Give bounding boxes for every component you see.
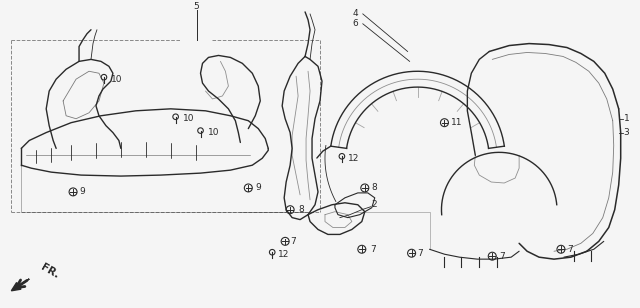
Text: 2: 2 bbox=[372, 200, 378, 209]
Text: 7: 7 bbox=[567, 245, 573, 254]
Text: 8: 8 bbox=[372, 184, 378, 192]
Text: 9: 9 bbox=[79, 187, 85, 197]
FancyArrow shape bbox=[12, 279, 29, 291]
Text: 4: 4 bbox=[352, 10, 358, 18]
Text: 7: 7 bbox=[417, 249, 423, 258]
Text: 7: 7 bbox=[290, 237, 296, 246]
Text: 6: 6 bbox=[352, 19, 358, 28]
Text: 11: 11 bbox=[451, 118, 463, 127]
Text: 12: 12 bbox=[348, 154, 359, 163]
Text: 8: 8 bbox=[298, 205, 304, 214]
Text: 7: 7 bbox=[499, 252, 505, 261]
Text: 10: 10 bbox=[182, 114, 194, 123]
Text: 10: 10 bbox=[111, 75, 122, 84]
Text: FR.: FR. bbox=[39, 262, 61, 280]
Text: 1: 1 bbox=[623, 114, 629, 123]
Text: 9: 9 bbox=[255, 184, 261, 192]
Text: 7: 7 bbox=[370, 245, 376, 254]
Text: 3: 3 bbox=[623, 128, 629, 137]
Text: 5: 5 bbox=[194, 2, 200, 11]
Text: 10: 10 bbox=[207, 128, 219, 137]
Text: 12: 12 bbox=[278, 250, 289, 259]
